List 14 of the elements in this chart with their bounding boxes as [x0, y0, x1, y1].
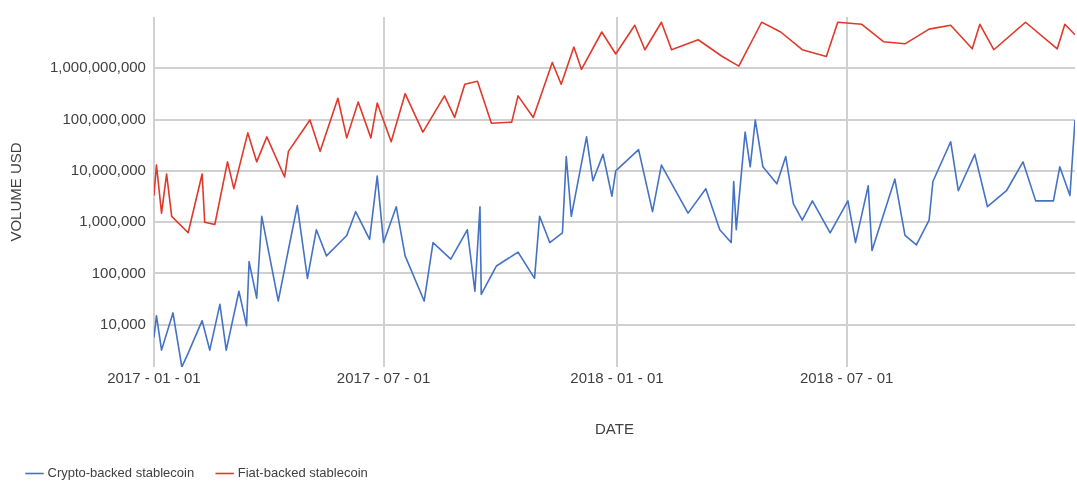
x-tick-label: 2018 - 01 - 01 [570, 369, 664, 387]
x-tick-label: 2017 - 01 - 01 [107, 369, 201, 387]
y-tick-label: 100,000 [91, 263, 146, 281]
y-tick-label: 1,000,000 [79, 212, 146, 230]
x-tick-label: 2017 - 07 - 01 [336, 369, 431, 387]
x-axis-title: DATE [595, 420, 634, 438]
y-tick-label: 1,000,000,000 [49, 58, 146, 76]
x-tick-label: 2018 - 07 - 01 [799, 369, 894, 387]
y-tick-label: 100,000,000 [62, 109, 146, 127]
y-tick-label: 10,000 [100, 314, 146, 332]
legend-label: Crypto-backed stablecoin [47, 465, 195, 481]
legend-label: Fiat-backed stablecoin [237, 465, 368, 481]
y-tick-label: 10,000,000 [70, 161, 146, 179]
y-axis-title: VOLUME USD [7, 142, 25, 242]
